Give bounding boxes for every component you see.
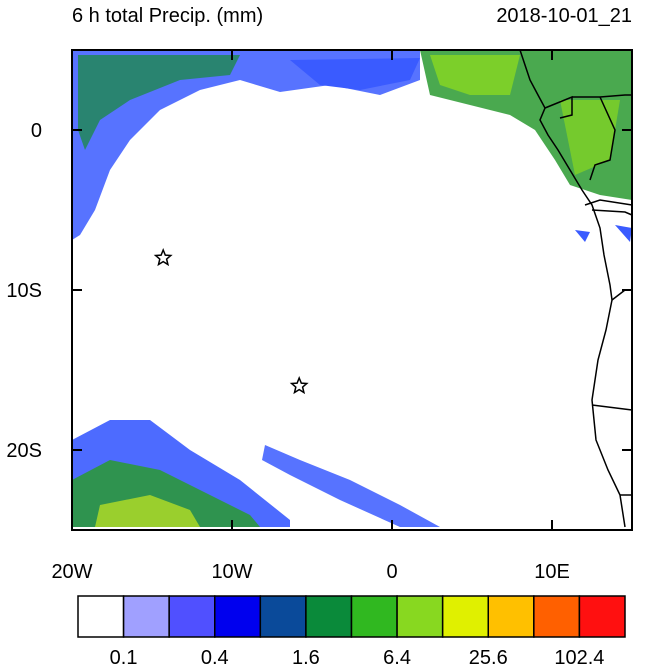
y-tick-label: 0: [31, 120, 42, 142]
precip-field: [72, 50, 632, 527]
colorbar-box: [122, 595, 170, 638]
colorbar-box: [77, 595, 125, 638]
colorbar-label: 1.6: [292, 647, 320, 667]
station-marker: [153, 248, 173, 267]
map-title: 6 h total Precip. (mm): [72, 5, 263, 27]
coastline: [519, 49, 633, 528]
colorbar-label: 6.4: [383, 647, 411, 667]
y-tick-label: 20S: [6, 440, 42, 462]
colorbar-box: [578, 595, 626, 638]
x-tick-label: 20W: [51, 561, 92, 583]
colorbar-label: 0.4: [201, 647, 229, 667]
colorbar-box: [350, 595, 398, 638]
colorbar-box: [441, 595, 489, 638]
colorbar-box: [214, 595, 262, 638]
colorbar-box: [259, 595, 307, 638]
station-marker: [289, 376, 309, 395]
colorbar-label: 0.1: [110, 647, 138, 667]
colorbar-box: [305, 595, 353, 638]
colorbar-box: [487, 595, 535, 638]
colorbar-label: 25.6: [469, 647, 508, 667]
x-tick-label: 10E: [534, 561, 570, 583]
colorbar-box: [533, 595, 581, 638]
valid-time: 2018-10-01_21: [496, 5, 632, 27]
y-tick-label: 10S: [6, 280, 42, 302]
colorbar-label: 102.4: [554, 647, 604, 667]
x-tick-label: 0: [386, 561, 397, 583]
colorbar-box: [168, 595, 216, 638]
colorbar-box: [396, 595, 444, 638]
x-tick-label: 10W: [211, 561, 252, 583]
